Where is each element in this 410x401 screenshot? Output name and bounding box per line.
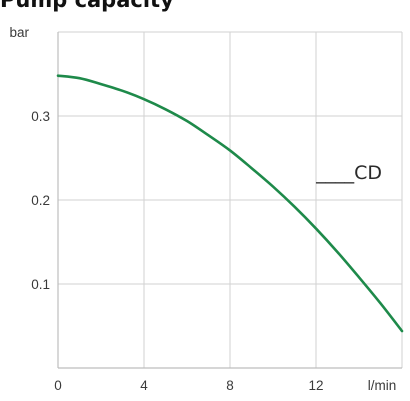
y-tick-label: 0.3	[31, 109, 50, 124]
y-tick-label: 0.2	[31, 193, 50, 208]
series	[56, 74, 404, 333]
y-axis-label: bar	[9, 25, 29, 40]
x-tick-label: 8	[226, 378, 234, 393]
x-axis-label: l/min	[368, 378, 397, 393]
chart-title: Pump capacity	[0, 0, 174, 12]
x-tick-label: 0	[54, 378, 62, 393]
x-tick-label: 4	[140, 378, 148, 393]
series-line-cd	[56, 74, 404, 333]
series-label: ____CD	[315, 162, 382, 184]
y-tick-label: 0.1	[31, 277, 50, 292]
labels: ____CD	[315, 162, 382, 184]
tick-labels: 0.1 0.2 0.3 bar 0 4 8 12 l/min	[9, 25, 396, 393]
grid	[58, 31, 403, 368]
axes	[57, 32, 402, 369]
x-tick-label: 12	[308, 378, 323, 393]
